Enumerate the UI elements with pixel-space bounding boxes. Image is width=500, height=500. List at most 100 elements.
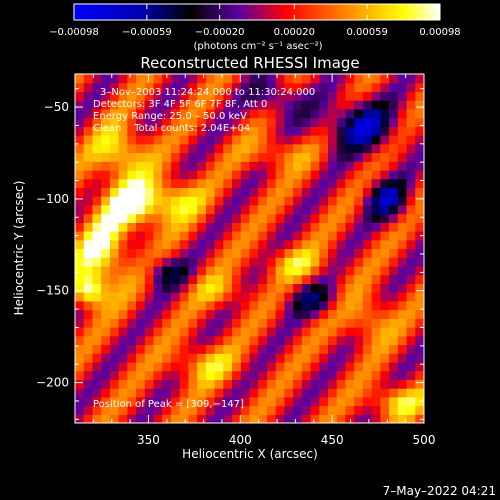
heatmap-cell [214, 414, 224, 423]
heatmap-cell [310, 213, 320, 223]
heatmap-cell [223, 292, 233, 302]
heatmap-cell [188, 344, 198, 354]
heatmap-cell [266, 292, 277, 302]
heatmap-cell [362, 91, 373, 101]
heatmap-cell [83, 74, 94, 84]
heatmap-cell [83, 204, 94, 215]
heatmap-cell [162, 370, 172, 380]
heatmap-cell [127, 222, 137, 232]
heatmap-cell [284, 414, 294, 423]
heatmap-cell [266, 204, 277, 215]
heatmap-cell [301, 292, 312, 302]
heatmap-cell [371, 187, 381, 197]
heatmap-cell [223, 126, 233, 136]
heatmap-cell [371, 283, 381, 293]
heatmap-cell [101, 327, 111, 337]
heatmap-cell [258, 274, 268, 284]
heatmap-cell [214, 396, 224, 407]
heatmap-cell [328, 74, 338, 84]
heatmap-cell [179, 353, 190, 363]
heatmap-cell [371, 396, 381, 407]
heatmap-cell [170, 257, 181, 267]
heatmap-cell [188, 405, 198, 415]
heatmap-cell [232, 239, 242, 250]
heatmap-cell [266, 344, 277, 354]
heatmap-cell [188, 91, 198, 101]
heatmap-cell [83, 353, 94, 363]
heatmap-cell [345, 370, 355, 380]
heatmap-cell [266, 335, 277, 346]
heatmap-cell [397, 169, 408, 180]
heatmap-cell [92, 152, 102, 162]
heatmap-cell [170, 318, 181, 328]
heatmap-cell [336, 292, 347, 302]
heatmap-cell [223, 353, 233, 363]
heatmap-cell [266, 361, 277, 372]
heatmap-cell [301, 231, 312, 241]
heatmap-cell [75, 213, 85, 223]
heatmap-cell [328, 283, 338, 293]
heatmap-cell [293, 82, 303, 93]
heatmap-cell [232, 248, 242, 258]
heatmap-cell [162, 239, 172, 250]
heatmap-cell [380, 344, 390, 354]
heatmap-cell [83, 117, 94, 127]
heatmap-cell [293, 117, 303, 127]
heatmap-cell [127, 265, 137, 276]
heatmap-cell [144, 283, 155, 293]
heatmap-cell [162, 187, 172, 197]
heatmap-cell [101, 248, 111, 258]
heatmap-cell [75, 161, 85, 171]
heatmap-cell [136, 405, 146, 415]
heatmap-cell [162, 222, 172, 232]
heatmap-cell [258, 292, 268, 302]
heatmap-cell [197, 178, 207, 189]
heatmap-cell [162, 143, 172, 154]
heatmap-cell [188, 135, 198, 145]
heatmap-cell [345, 204, 355, 215]
heatmap-cell [153, 204, 163, 215]
y-axis-ticks: −50−100−150−200 [36, 88, 424, 420]
heatmap-cell [144, 222, 155, 232]
heatmap-cell [75, 257, 85, 267]
heatmap-cell [214, 152, 224, 162]
heatmap-cell [293, 135, 303, 145]
heatmap-cell [249, 152, 259, 162]
heatmap-cell [75, 405, 85, 415]
heatmap-cell [75, 335, 85, 346]
heatmap-cell [162, 300, 172, 311]
heatmap-cell [362, 82, 373, 93]
heatmap-cell [336, 74, 347, 84]
heatmap-cell [397, 344, 408, 354]
heatmap-cell [371, 161, 381, 171]
heatmap-cell [197, 126, 207, 136]
heatmap-cell [293, 74, 303, 84]
heatmap-cell [362, 126, 373, 136]
heatmap-cell [266, 196, 277, 206]
heatmap-cell [328, 388, 338, 398]
heatmap-cell [153, 108, 163, 119]
heatmap-cell [284, 396, 294, 407]
heatmap-cell [310, 82, 320, 93]
heatmap-cell [223, 318, 233, 328]
heatmap-cell [92, 91, 102, 101]
heatmap-cell [144, 265, 155, 276]
heatmap-cell [153, 100, 163, 110]
heatmap-cell [75, 327, 85, 337]
heatmap-cell [389, 161, 399, 171]
heatmap-cell [380, 143, 390, 154]
heatmap-cell [310, 283, 320, 293]
heatmap-cell [109, 178, 120, 189]
heatmap-cell [336, 353, 347, 363]
heatmap-cell [336, 327, 347, 337]
heatmap-cell [92, 353, 102, 363]
heatmap-cell [258, 248, 268, 258]
heatmap-cell [345, 309, 355, 319]
heatmap-cell [179, 213, 190, 223]
heatmap-cell [249, 135, 259, 145]
heatmap-cell [266, 169, 277, 180]
heatmap-cell [92, 143, 102, 154]
heatmap-cell [240, 213, 251, 223]
heatmap-cell [406, 248, 416, 258]
